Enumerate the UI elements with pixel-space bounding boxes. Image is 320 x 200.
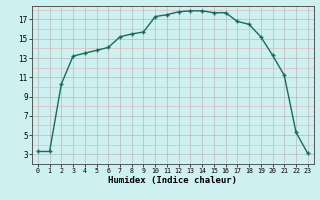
X-axis label: Humidex (Indice chaleur): Humidex (Indice chaleur) — [108, 176, 237, 185]
